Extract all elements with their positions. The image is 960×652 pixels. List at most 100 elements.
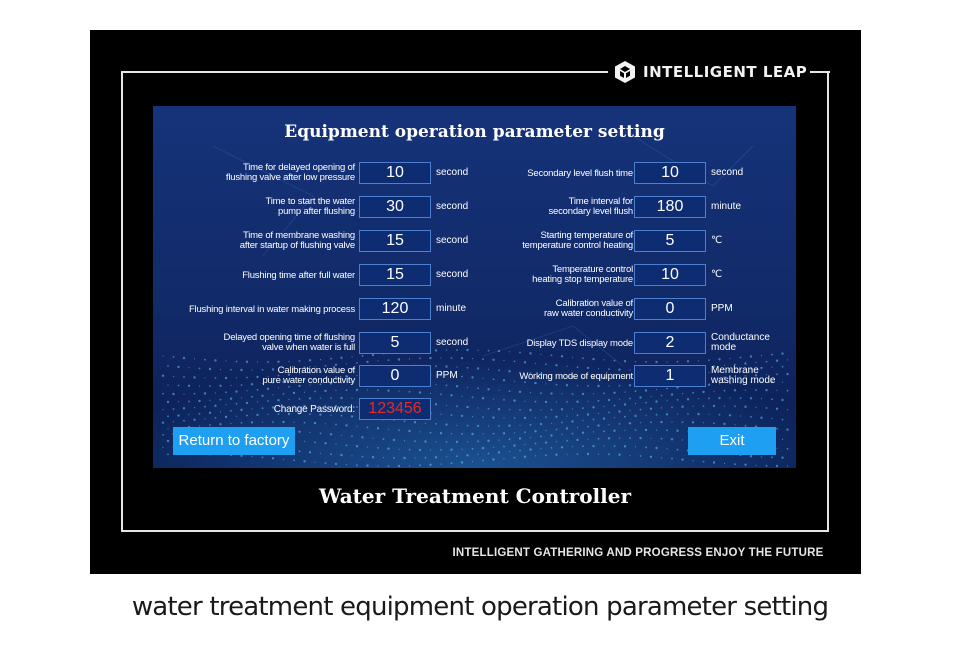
left-param-label-line1: Flushing interval in water making proces… <box>188 304 355 315</box>
left-param-unit: second <box>436 202 468 212</box>
left-param-row: Time to start the water pump after flushi… <box>153 196 796 218</box>
left-param-value-field[interactable]: 5 <box>359 332 431 354</box>
right-param-unit-line1: ℃ <box>711 269 723 280</box>
left-param-label-line1: Calibration value of <box>277 365 356 376</box>
left-param-label: Flushing time after full water <box>153 271 355 281</box>
frame-border-top-right <box>810 71 830 73</box>
right-param-unit: second <box>711 168 743 178</box>
image-caption: water treatment equipment operation para… <box>131 592 829 622</box>
right-param-unit-line2: mode <box>711 342 737 353</box>
left-param-row: Flushing interval in water making proces… <box>153 298 796 320</box>
left-param-label-line2: pump after flushing <box>278 206 355 217</box>
screen-title: Equipment operation parameter setting <box>284 122 665 142</box>
right-param-value-field[interactable]: 2 <box>634 332 706 354</box>
left-param-row: Time for delayed opening of flushing valv… <box>153 162 796 184</box>
cube-logo-icon <box>615 61 635 83</box>
right-param-label: Temperature control heating stop temperat… <box>153 265 633 285</box>
left-param-unit-line1: PPM <box>436 370 458 381</box>
right-param-label: Secondary level flush time <box>153 169 633 179</box>
right-param-unit: Membrane washing mode <box>711 366 775 386</box>
frame-border-top-left <box>121 71 608 73</box>
left-param-row: Time of membrane washing after startup of… <box>153 230 796 252</box>
left-param-unit-line1: second <box>436 337 469 348</box>
left-param-unit-line1: minute <box>436 303 467 314</box>
brand: INTELLIGENT LEAP <box>613 59 807 85</box>
left-param-label-line2: after startup of flushing valve <box>239 240 355 251</box>
right-param-label-line1: Display TDS display mode <box>526 338 634 349</box>
left-param-row: Flushing time after full water 15 second <box>153 264 796 286</box>
right-param-value-field[interactable]: 180 <box>634 196 706 218</box>
left-param-label: Calibration value of pure water conductiv… <box>153 366 355 386</box>
left-param-value-field[interactable]: 15 <box>359 230 431 252</box>
left-param-unit: second <box>436 270 468 280</box>
right-param-unit-line1: second <box>711 167 744 178</box>
brand-name: INTELLIGENT LEAP <box>643 63 808 81</box>
left-param-label: Time of membrane washing after startup of… <box>153 231 355 251</box>
left-param-row: Delayed opening time of flushing valve wh… <box>153 332 796 354</box>
left-param-label-line1: Flushing time after full water <box>242 270 355 281</box>
left-param-unit: second <box>436 236 468 246</box>
right-param-row: Calibration value of raw water conductivi… <box>153 298 796 320</box>
right-param-unit-line1: PPM <box>711 303 733 314</box>
left-param-label-line2: pure water conductivity <box>262 375 355 386</box>
right-param-unit-line1: ℃ <box>711 235 723 246</box>
right-param-unit-line2: washing mode <box>711 375 776 386</box>
left-param-value-field[interactable]: 0 <box>359 365 431 387</box>
right-param-label-line1: Working mode of equipment <box>519 371 633 382</box>
left-param-label-line2: valve when water is full <box>262 342 355 353</box>
right-param-value-field[interactable]: 1 <box>634 365 706 387</box>
frame-border <box>121 72 829 532</box>
left-param-unit: PPM <box>436 371 458 381</box>
right-param-unit: minute <box>711 202 741 212</box>
right-param-label: Display TDS display mode <box>153 338 634 349</box>
right-param-row: Temperature control heating stop temperat… <box>153 264 796 286</box>
right-param-unit-line1: minute <box>711 201 742 212</box>
left-param-label: Flushing interval in water making proces… <box>153 305 355 315</box>
controller-model-title: Water Treatment Controller <box>318 484 632 508</box>
left-param-label-line2: flushing valve after low pressure <box>225 172 355 183</box>
right-param-value-field[interactable]: 10 <box>634 264 706 286</box>
right-param-label: Working mode of equipment <box>153 372 633 382</box>
left-param-label: Delayed opening time of flushing valve wh… <box>153 332 356 353</box>
right-param-label-line1: Starting temperature of <box>540 230 633 241</box>
left-param-unit-line1: second <box>436 167 469 178</box>
left-param-label-line1: Time for delayed opening of <box>242 162 355 173</box>
slogan: INTELLIGENT GATHERING AND PROGRESS ENJOY… <box>452 547 824 559</box>
return-to-factory-button[interactable]: Return to factory <box>173 427 295 455</box>
right-param-label: Starting temperature of temperature contr… <box>153 231 633 251</box>
left-param-value-field[interactable]: 10 <box>359 162 431 184</box>
left-param-label: Time to start the water pump after flushi… <box>153 197 355 217</box>
right-param-label-line1: Secondary level flush time <box>527 168 633 179</box>
right-param-unit: PPM <box>711 304 733 314</box>
left-param-row: Calibration value of pure water conductiv… <box>153 365 796 387</box>
right-param-label-line2: heating stop temperature <box>532 274 633 285</box>
right-param-unit-line1: Conductance <box>711 332 770 343</box>
password-field[interactable]: 123456 <box>359 398 431 420</box>
left-param-value-field[interactable]: 30 <box>359 196 431 218</box>
hmi-screen: Equipment operation parameter setting Ti… <box>153 106 796 468</box>
password-row: Change Password: 123456 <box>153 398 453 420</box>
right-param-row: Time interval for secondary level flush 18… <box>153 196 796 218</box>
left-param-unit: second <box>436 168 468 178</box>
right-param-label-line1: Temperature control <box>552 264 633 275</box>
left-param-value-field[interactable]: 15 <box>359 264 431 286</box>
right-param-unit: ℃ <box>711 236 722 246</box>
right-param-value-field[interactable]: 5 <box>634 230 706 252</box>
right-param-label-line1: Time interval for <box>568 196 634 207</box>
right-param-row: Working mode of equipment 1 Membrane washin… <box>153 365 796 387</box>
right-param-label: Calibration value of raw water conductivi… <box>153 299 633 319</box>
exit-button[interactable]: Exit <box>688 427 776 455</box>
left-param-label-line1: Delayed opening time of flushing <box>223 332 356 343</box>
left-param-unit: second <box>436 338 468 348</box>
left-param-label-line1: Time to start the water <box>265 196 355 207</box>
right-param-unit: Conductance mode <box>711 333 770 353</box>
right-param-unit-line1: Membrane <box>711 365 759 376</box>
right-param-label-line2: secondary level flush <box>548 206 633 217</box>
right-param-row: Secondary level flush time 10 second <box>153 162 796 184</box>
right-param-value-field[interactable]: 0 <box>634 298 706 320</box>
left-param-unit: minute <box>436 304 466 314</box>
left-param-unit-line1: second <box>436 269 469 280</box>
left-param-value-field[interactable]: 120 <box>359 298 431 320</box>
right-param-value-field[interactable]: 10 <box>634 162 706 184</box>
right-param-row: Starting temperature of temperature contr… <box>153 230 796 252</box>
